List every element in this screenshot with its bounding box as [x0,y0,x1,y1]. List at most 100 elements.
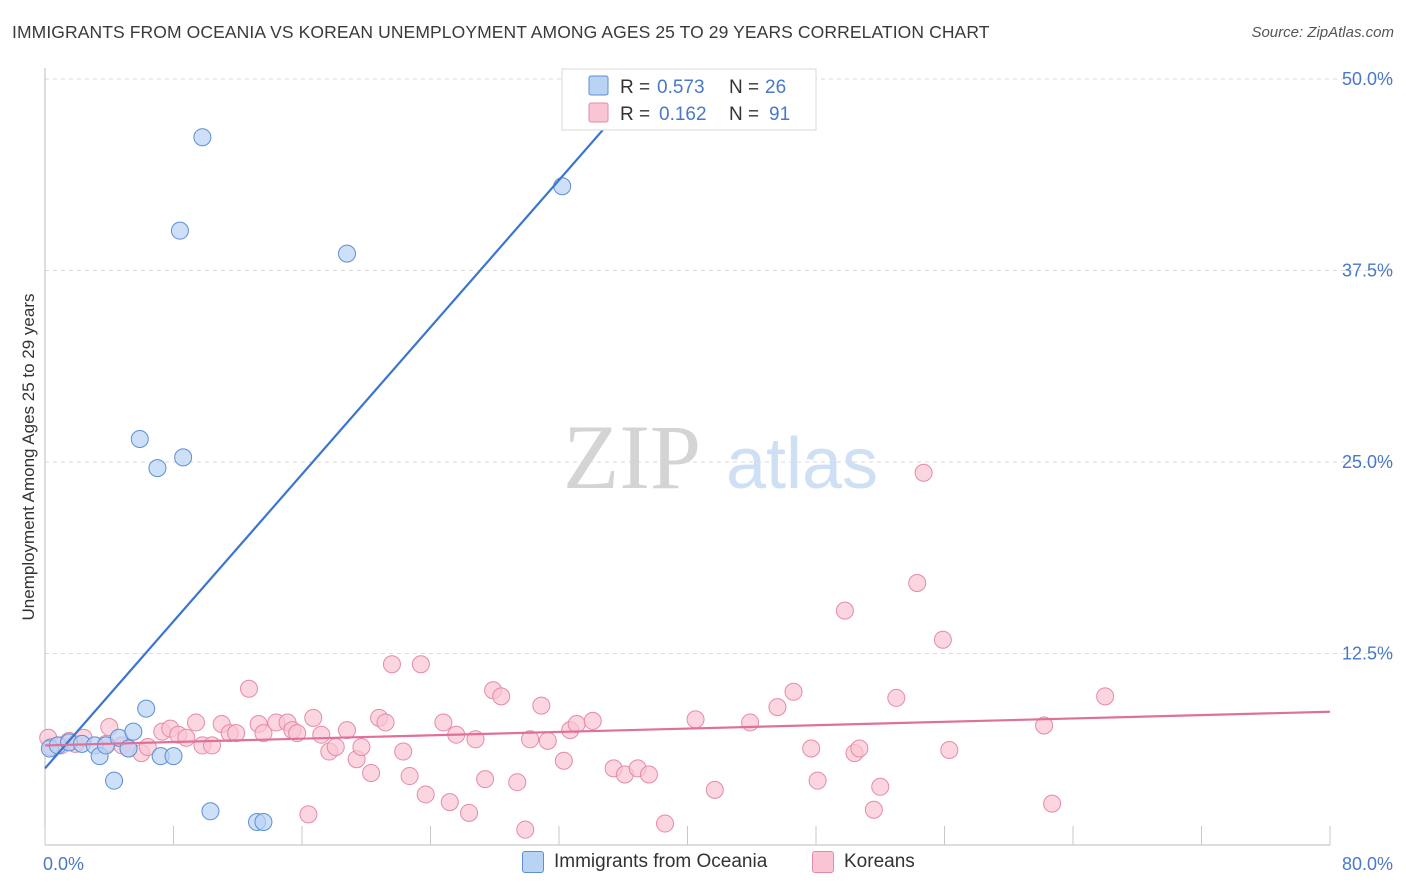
y-tick-label: 37.5% [1342,261,1393,281]
data-point-korean [476,770,495,789]
legend-r-label-1: R = [620,77,650,98]
data-point-korean [835,601,854,620]
legend-label-oceania: Immigrants from Oceania [554,851,768,872]
watermark-zip: ZIP [563,406,701,508]
legend-swatch-oceania [588,75,609,96]
source-label: Source: ZipAtlas.com [1251,24,1394,41]
points-layer [39,128,1115,839]
legend-r-value-1: 0.573 [657,77,705,98]
data-point-korean [434,713,453,732]
data-point-korean [808,771,827,790]
data-point-oceania [164,747,183,766]
data-point-oceania [553,177,572,196]
data-point-korean [186,713,205,732]
data-point-korean [492,687,511,706]
trend-layer [44,78,1331,770]
legend-item-oceania: Immigrants from Oceania [522,851,767,873]
data-point-korean [299,805,318,824]
data-point-korean [376,713,395,732]
data-point-oceania [193,128,212,147]
data-point-korean [177,728,196,747]
data-point-korean [1096,687,1115,706]
watermark-atlas: atlas [726,424,878,504]
y-tick-label: 12.5% [1342,644,1393,664]
data-point-korean [871,777,890,796]
data-point-oceania [170,221,189,240]
data-point-korean [508,773,527,792]
data-point-oceania [105,771,124,790]
data-point-korean [784,682,803,701]
data-point-korean [394,742,413,761]
data-point-oceania [137,699,156,718]
data-point-korean [203,736,222,755]
legend-n-value-1: 26 [765,77,786,98]
data-point-korean [705,780,724,799]
data-point-oceania [201,802,220,821]
x-tick-label-end: 80.0% [1342,854,1393,874]
legend-marker-oceania [522,851,544,873]
trendline-oceania [44,78,649,770]
legend-n-value-2: 91 [769,104,790,125]
data-point-korean [337,721,356,740]
data-point-korean [864,800,883,819]
data-point-korean [312,725,331,744]
watermark: ZIP atlas [563,406,878,508]
data-point-oceania [124,722,143,741]
data-point-korean [532,696,551,715]
legend-n-label-1: N = [729,77,759,98]
y-tick-label: 50.0% [1342,69,1393,89]
correlation-legend: R = 0.573 N = 26 R = 0.162 N = 91 [561,68,817,131]
axis-layer: 12.5% 25.0% 37.5% 50.0% 0.0% 80.0% [43,68,1393,874]
data-point-korean [288,724,307,743]
data-point-korean [440,793,459,812]
data-point-korean [362,763,381,782]
data-point-korean [639,765,658,784]
data-point-korean [686,710,705,729]
data-point-korean [352,737,371,756]
data-point-korean [326,737,345,756]
data-point-korean [411,655,430,674]
data-point-korean [254,724,273,743]
series-legend: Immigrants from Oceania Koreans [0,851,1406,879]
data-point-korean [887,688,906,707]
data-point-korean [802,739,821,758]
grid-layer [45,78,1392,654]
data-point-korean [933,630,952,649]
data-point-korean [908,574,927,593]
data-point-korean [656,814,675,833]
data-point-korean [227,724,246,743]
data-point-korean [516,820,535,839]
data-point-korean [850,739,869,758]
legend-r-value-2: 0.162 [659,104,707,125]
data-point-korean [567,714,586,733]
data-point-oceania [148,459,167,478]
data-point-oceania [130,430,149,449]
data-point-korean [416,785,435,804]
data-point-korean [538,731,557,750]
legend-swatch-koreans [588,102,609,123]
data-point-korean [1035,716,1054,735]
data-point-korean [382,655,401,674]
data-point-korean [583,711,602,730]
y-tick-label: 25.0% [1342,452,1393,472]
y-axis-label: Unemployment Among Ages 25 to 29 years [19,294,38,621]
data-point-oceania [254,813,273,832]
data-point-korean [400,767,419,786]
data-point-oceania [174,448,193,467]
legend-marker-koreans [812,851,834,873]
data-point-korean [460,803,479,822]
data-point-korean [554,751,573,770]
data-point-korean [521,730,540,749]
legend-label-koreans: Koreans [844,851,915,872]
data-point-korean [741,713,760,732]
chart-title: IMMIGRANTS FROM OCEANIA VS KOREAN UNEMPL… [12,22,990,42]
legend-r-label-2: R = [620,104,650,125]
x-tick-label-start: 0.0% [43,854,84,874]
data-point-korean [940,741,959,760]
data-point-oceania [337,244,356,263]
data-point-korean [768,698,787,717]
data-point-korean [239,679,258,698]
data-point-korean [914,463,933,482]
trendline-korean [44,710,1331,747]
